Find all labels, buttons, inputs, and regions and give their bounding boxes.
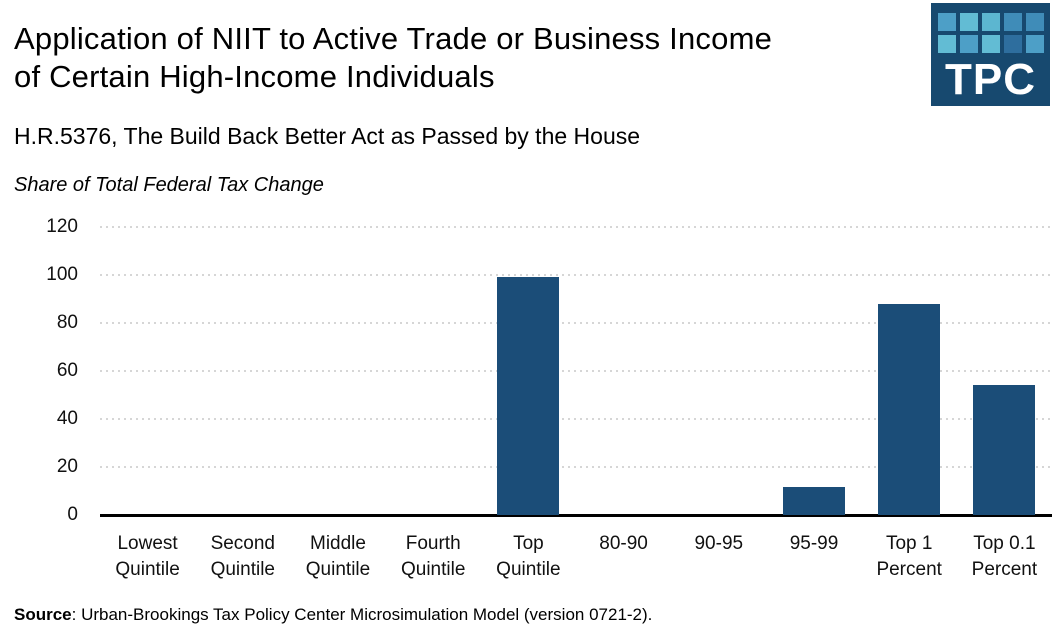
tpc-logo-square <box>960 35 978 53</box>
x-tick-label-line: Lowest <box>117 533 178 554</box>
x-tick-label-line: Top 1 <box>885 533 933 554</box>
x-tick-label: Top Quintile <box>472 531 584 583</box>
x-tick-label-line: Quintile <box>115 559 180 580</box>
tpc-logo-square <box>938 13 956 31</box>
gridline-y-80 <box>100 322 1052 324</box>
x-tick-label-line: Fourth <box>405 533 461 554</box>
chart-bar <box>878 303 941 515</box>
x-tick-label-line: Quintile <box>305 559 371 580</box>
x-tick-label: 80-90 <box>568 531 680 557</box>
y-tick-label: 40 <box>56 408 78 429</box>
x-tick-label-line: Middle <box>310 533 366 554</box>
source-text: : Urban-Brookings Tax Policy Center Micr… <box>71 605 653 624</box>
chart-bar <box>783 487 845 515</box>
tpc-logo-squares-grid <box>938 13 1044 53</box>
gridline-y-40 <box>100 418 1052 420</box>
page-title-line2: of Certain High-Income Individuals <box>14 59 495 94</box>
x-tick-label-line: Second <box>210 533 276 554</box>
x-tick-label: Lowest Quintile <box>92 531 204 583</box>
chart-bar <box>497 277 560 515</box>
x-tick-label-line: Percent <box>876 559 942 580</box>
x-tick-label-line: Quintile <box>210 559 275 580</box>
tpc-logo-square <box>960 13 978 31</box>
y-tick-label: 0 <box>67 504 78 525</box>
x-tick-label: Top 0.1 Percent <box>948 531 1057 583</box>
tpc-logo-square <box>982 13 1000 31</box>
x-tick-label: Fourth Quintile <box>377 531 489 583</box>
x-tick-label-line: 90-95 <box>694 533 744 554</box>
gridline-y-20 <box>100 466 1052 468</box>
y-tick-label: 60 <box>56 360 78 381</box>
page-title-line1: Application of NIIT to Active Trade or B… <box>14 21 773 56</box>
gridline-y-100 <box>100 274 1052 276</box>
chart-subtitle: H.R.5376, The Build Back Better Act as P… <box>14 123 641 149</box>
y-tick-label: 120 <box>46 216 78 237</box>
y-tick-label: 100 <box>46 264 78 285</box>
source-label: Source <box>14 605 72 624</box>
x-tick-label: Middle Quintile <box>282 531 394 583</box>
tpc-logo-square <box>938 35 956 53</box>
x-tick-label-line: Quintile <box>496 559 561 580</box>
x-tick-label: 95-99 <box>758 531 870 557</box>
x-tick-label-line: Top 0.1 <box>973 533 1036 554</box>
x-tick-label: Second Quintile <box>187 531 299 583</box>
tpc-logo-text: TPC <box>945 55 1036 104</box>
tpc-logo-square <box>1026 35 1044 53</box>
page-title: Application of NIIT to Active Trade or B… <box>14 20 772 96</box>
y-tick-label: 80 <box>56 312 78 333</box>
y-tick-label: 20 <box>56 456 78 477</box>
source-note: Source: Urban-Brookings Tax Policy Cente… <box>14 605 652 625</box>
x-axis-line <box>100 514 1052 517</box>
x-tick-label-line: 95-99 <box>789 533 839 554</box>
tpc-logo-square <box>982 35 1000 53</box>
tpc-logo-square <box>1004 13 1022 31</box>
x-tick-label-line: Top <box>513 533 544 554</box>
x-tick-label: Top 1 Percent <box>853 531 965 583</box>
x-tick-label: 90-95 <box>663 531 775 557</box>
tpc-logo-square <box>1026 13 1044 31</box>
tpc-logo-square <box>1004 35 1022 53</box>
tpc-logo: TPC <box>931 3 1050 106</box>
x-tick-label-line: 80-90 <box>599 533 648 554</box>
gridline-y-60 <box>100 370 1052 372</box>
gridline-y-120 <box>100 226 1052 228</box>
y-axis-unit-label: Share of Total Federal Tax Change <box>14 174 324 196</box>
x-tick-label-line: Percent <box>971 559 1038 580</box>
chart-bar <box>973 385 1036 515</box>
x-tick-label-line: Quintile <box>400 559 466 580</box>
